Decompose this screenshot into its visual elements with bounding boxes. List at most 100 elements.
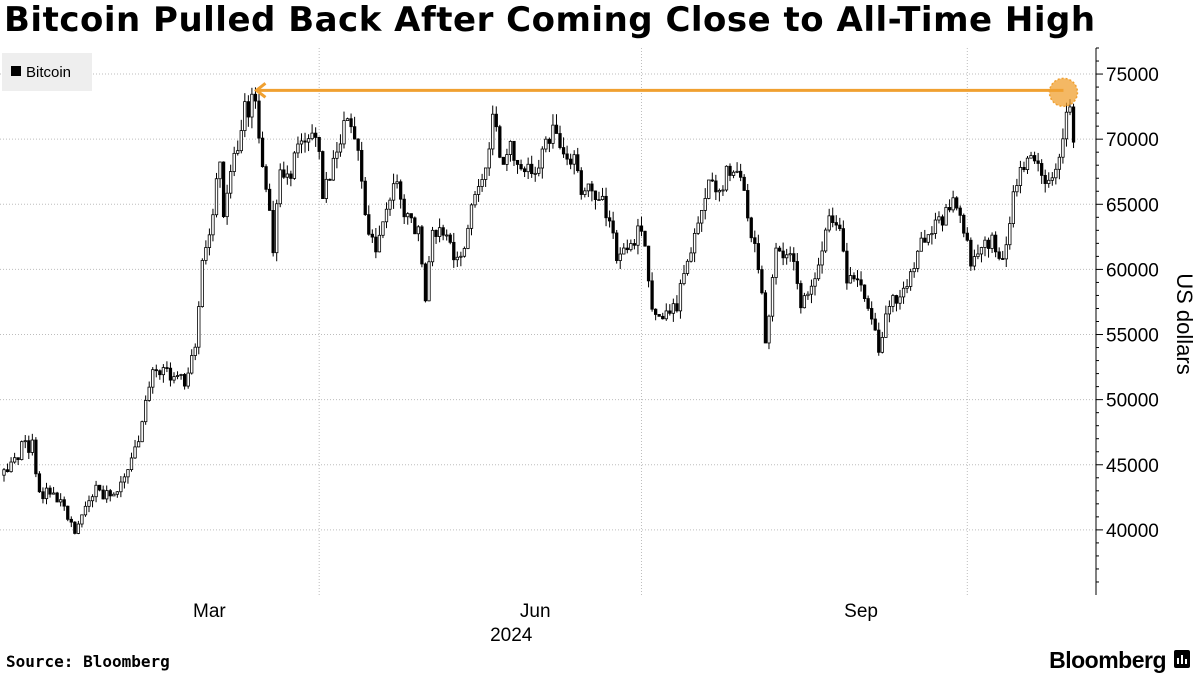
candle-body	[430, 229, 435, 263]
candle-body	[108, 490, 112, 497]
candle-body	[172, 376, 176, 381]
candle-body	[717, 190, 722, 193]
candle-body	[969, 239, 973, 267]
candle-body	[823, 229, 828, 252]
candle-body	[650, 280, 654, 310]
axes: 40000 45000 50000 55000 60000 65000 70000 75000…	[193, 47, 1159, 646]
candle-body	[508, 140, 513, 155]
candle-body	[933, 219, 938, 234]
candle-body	[229, 171, 233, 194]
candle-body	[1036, 160, 1040, 164]
candle-body	[285, 173, 289, 178]
candle-body	[133, 446, 137, 459]
candle-body	[476, 186, 481, 195]
y-tick-label: 65000	[1106, 195, 1159, 216]
candle-body	[377, 234, 382, 253]
candle-body	[303, 140, 307, 143]
candle-body	[1050, 177, 1054, 181]
candle-body	[657, 314, 661, 317]
candle-body	[246, 101, 251, 118]
candle-body	[161, 367, 166, 376]
y-tick-label: 70000	[1106, 130, 1159, 151]
candle-body	[802, 295, 807, 309]
candle-body	[314, 132, 318, 138]
candle-body	[232, 152, 236, 172]
candle-body	[710, 179, 714, 182]
candle-body	[870, 308, 874, 320]
candle-body	[636, 225, 640, 246]
candle-body	[296, 143, 300, 154]
candle-body	[947, 207, 952, 211]
candle-body	[1008, 223, 1012, 246]
candle-body	[572, 154, 576, 165]
candle-body	[926, 234, 930, 243]
candle-body	[328, 178, 332, 181]
candle-body	[838, 224, 842, 230]
candle-body	[639, 225, 644, 232]
candle-body	[565, 153, 569, 160]
candle-body	[841, 228, 845, 252]
candle-body	[151, 369, 155, 388]
candle-body	[236, 150, 240, 154]
candle-body	[859, 279, 863, 286]
candle-body	[671, 303, 675, 314]
candle-body	[48, 487, 52, 495]
candle-body	[986, 239, 991, 249]
candle-body	[788, 253, 792, 256]
candle-body	[898, 296, 902, 304]
candle-body	[409, 213, 413, 219]
candle-body	[352, 126, 357, 140]
candle-body	[891, 295, 895, 307]
candle-body	[335, 151, 339, 159]
candle-body	[685, 260, 690, 274]
candle-body	[834, 222, 838, 226]
candle-body	[204, 247, 208, 261]
candle-body	[253, 93, 258, 102]
candle-body	[901, 287, 906, 298]
candle-body	[558, 133, 562, 148]
candle-body	[1061, 138, 1065, 158]
bloomberg-terminal-icon	[1174, 650, 1190, 668]
candle-body	[866, 298, 870, 309]
candle-body	[119, 481, 123, 493]
candle-body	[540, 148, 544, 169]
candle-body	[930, 233, 934, 236]
candle-body	[395, 181, 399, 185]
candle-body	[23, 440, 27, 443]
candle-body	[225, 192, 229, 218]
candle-body	[278, 169, 282, 205]
candle-body	[816, 264, 821, 280]
y-tick-label: 60000	[1106, 260, 1159, 281]
candle-body	[848, 275, 853, 284]
candle-body	[1043, 175, 1047, 184]
candle-body	[427, 261, 431, 302]
candle-body	[940, 216, 945, 226]
candle-body	[37, 473, 42, 493]
chart-title: Bitcoin Pulled Back After Coming Close t…	[4, 0, 1096, 40]
candle-body	[69, 518, 73, 523]
candle-body	[777, 247, 782, 252]
candle-body	[530, 163, 534, 175]
candle-body	[115, 491, 119, 495]
candle-body	[2, 469, 6, 476]
candle-body	[179, 374, 183, 376]
candle-body	[264, 166, 268, 190]
candle-body	[459, 255, 463, 258]
candle-body	[781, 250, 785, 259]
candle-body	[955, 197, 959, 209]
candle-body	[799, 283, 803, 309]
candle-body	[445, 234, 449, 237]
candle-body	[51, 492, 56, 495]
candle-body	[388, 199, 392, 210]
candle-body	[877, 329, 881, 353]
candle-body	[668, 310, 672, 314]
candle-body	[707, 179, 711, 199]
candle-body	[1040, 163, 1044, 176]
candle-body	[820, 250, 824, 266]
candle-body	[576, 154, 580, 172]
candle-body	[997, 251, 1001, 259]
candle-body	[136, 441, 141, 448]
candle-body	[678, 283, 683, 312]
candle-body	[239, 130, 243, 152]
candle-body	[399, 181, 403, 200]
